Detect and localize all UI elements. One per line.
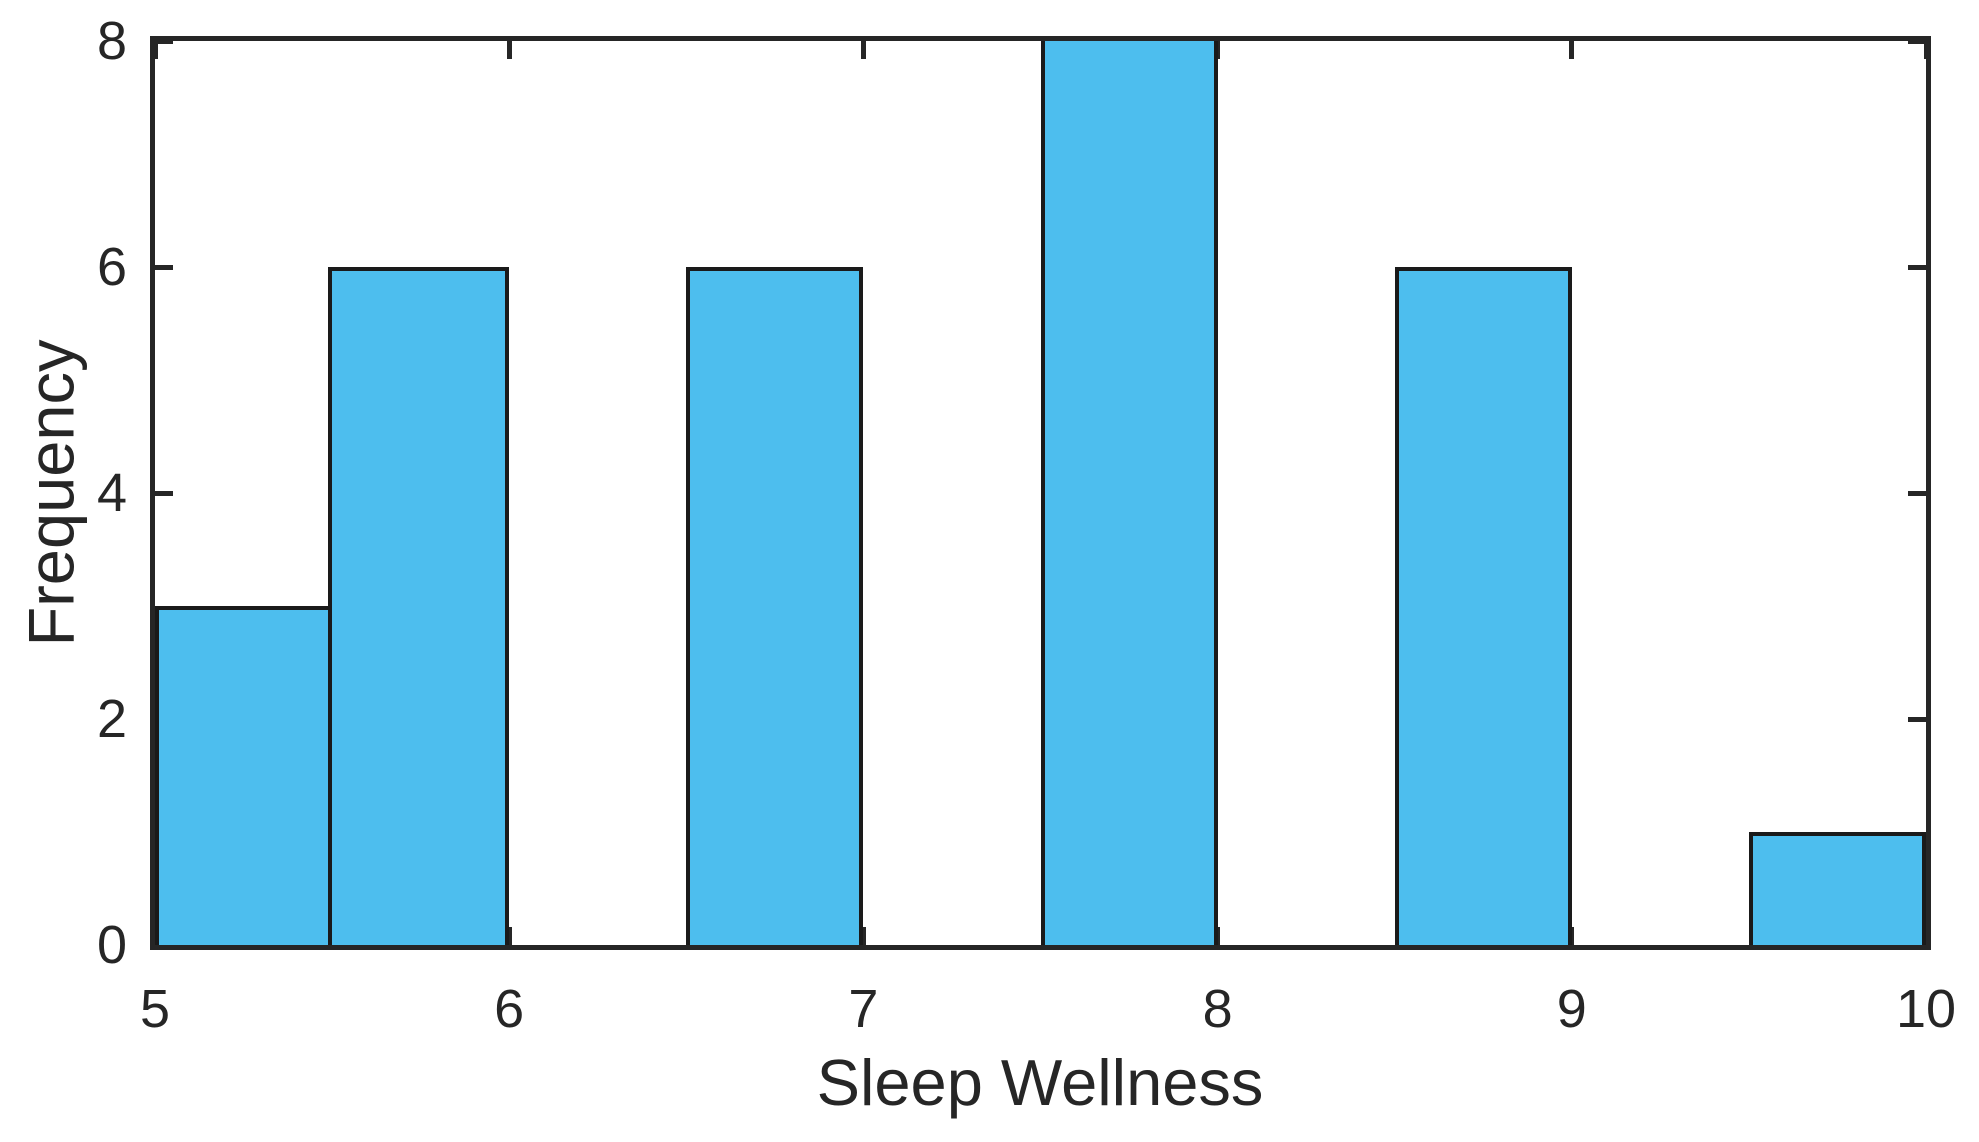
y-axis-label: Frequency <box>14 339 88 647</box>
histogram-bar <box>155 606 332 945</box>
y-axis-tick <box>155 943 173 948</box>
y-tick-label: 0 <box>96 915 127 975</box>
x-axis-tick-top <box>1569 41 1574 59</box>
y-tick-label: 4 <box>96 463 127 523</box>
x-tick-label: 6 <box>494 979 525 1039</box>
histogram-bar <box>1749 832 1926 945</box>
x-axis-tick <box>1924 927 1929 945</box>
x-axis-tick-top <box>861 41 866 59</box>
y-axis-tick-right <box>1908 491 1926 496</box>
x-tick-label: 5 <box>139 979 171 1039</box>
y-axis-tick-right <box>1908 943 1926 948</box>
y-tick-label: 8 <box>96 11 127 71</box>
x-axis-tick <box>507 927 512 945</box>
x-axis-tick <box>861 927 866 945</box>
x-tick-label: 8 <box>1202 979 1233 1039</box>
y-axis-tick-right <box>1908 39 1926 44</box>
x-tick-label: 10 <box>1895 979 1957 1039</box>
x-axis-tick-top <box>153 41 158 59</box>
plot-area <box>150 36 1931 950</box>
histogram-bar <box>328 267 509 945</box>
y-tick-label: 2 <box>96 689 127 749</box>
x-axis-tick-top <box>507 41 512 59</box>
histogram-bar <box>1041 41 1218 945</box>
y-axis-tick-right <box>1908 265 1926 270</box>
y-axis-tick <box>155 39 173 44</box>
histogram-bar <box>1395 267 1572 945</box>
x-tick-label: 7 <box>848 979 879 1039</box>
x-axis-label: Sleep Wellness <box>816 1046 1264 1119</box>
y-axis-tick-right <box>1908 717 1926 722</box>
x-axis-tick-top <box>1924 41 1929 59</box>
y-axis-tick <box>155 491 173 496</box>
x-tick-label: 9 <box>1556 979 1587 1039</box>
y-tick-label: 6 <box>96 237 127 297</box>
y-axis-tick <box>155 265 173 270</box>
histogram-bar <box>686 267 863 945</box>
